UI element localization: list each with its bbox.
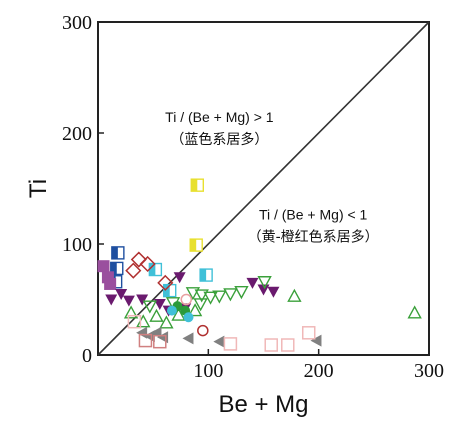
data-point-triangle-down xyxy=(115,288,128,300)
y-tick-label: 200 xyxy=(62,123,92,145)
y-tick-label: 100 xyxy=(62,234,92,256)
data-point-square-half xyxy=(111,246,125,260)
data-point-square-half-fill xyxy=(149,263,156,276)
data-point-triangle-down xyxy=(105,294,118,306)
data-point-square-half xyxy=(190,178,205,192)
data-point-triangle-down xyxy=(267,286,280,298)
annotation-color-note-2: （黄-橙红色系居多） xyxy=(248,229,379,246)
data-point-diamond-open xyxy=(130,251,147,268)
data-point-triangle-left xyxy=(310,334,322,347)
y-tick-label: 0 xyxy=(82,345,92,367)
data-point-diamond-open xyxy=(157,274,174,291)
y-axis-title: Ti xyxy=(25,179,52,198)
x-axis-title: Be + Mg xyxy=(218,391,308,418)
data-point-triangle-down-open xyxy=(203,291,218,305)
x-tick-label: 100 xyxy=(193,360,223,382)
data-point-square-half-fill xyxy=(111,246,118,259)
data-point-triangle-down xyxy=(257,284,270,296)
data-point-triangle-up-open xyxy=(407,305,422,319)
data-point-square-open xyxy=(301,326,316,340)
data-point-square-half-fill xyxy=(110,262,117,275)
data-point-circle xyxy=(166,305,177,316)
data-point-square-open xyxy=(264,338,278,352)
data-point-diamond-open xyxy=(139,255,156,273)
data-point-triangle-down xyxy=(122,295,135,307)
data-point-triangle-up-open xyxy=(136,314,151,328)
data-point-square-half xyxy=(148,262,163,277)
data-point-triangle-up-open xyxy=(159,315,174,329)
data-point-square xyxy=(97,260,110,273)
data-point-square-open xyxy=(153,334,167,349)
plot-border xyxy=(97,21,430,356)
data-point-triangle-down xyxy=(246,277,259,289)
data-point-square-half-fill xyxy=(163,284,170,297)
annotation-ratio-2: Ti / (Be + Mg) < 1 xyxy=(259,207,368,223)
data-point-triangle-up-open xyxy=(123,305,139,319)
data-point-triangle-down-open xyxy=(142,300,158,314)
data-point-square-open xyxy=(223,337,238,351)
data-point-triangle-down-open xyxy=(257,276,272,290)
data-point-square-half xyxy=(199,268,213,282)
data-point-square-half xyxy=(189,238,203,252)
reference-line-y-equals-x xyxy=(97,21,430,356)
plot-frame-layer xyxy=(97,21,430,356)
data-point-triangle-down xyxy=(173,272,186,284)
data-point-triangle-down xyxy=(153,298,166,310)
data-point-square-half-fill xyxy=(200,269,207,282)
data-point-triangle-down-open xyxy=(234,286,249,300)
text-layer: 0 100 200 300 100 200 300 Be + Mg Ti Ti / (Be + M… xyxy=(25,12,444,418)
data-point-triangle-down-open xyxy=(212,290,227,304)
data-point-triangle-up-open xyxy=(187,303,203,317)
data-point-triangle-up-open xyxy=(149,308,164,322)
data-point-diamond-open xyxy=(125,262,142,279)
data-point-triangle-left xyxy=(136,326,148,339)
data-point-square-half-fill xyxy=(190,239,197,252)
annotation-color-note-1: （蓝色系居多） xyxy=(170,131,268,148)
data-point-square-open xyxy=(127,314,142,329)
data-point-triangle-down-open xyxy=(185,287,201,301)
data-point-square-open xyxy=(281,338,295,352)
y-tick-label: 300 xyxy=(62,12,92,34)
data-point-circle-open xyxy=(180,293,193,306)
data-point-circle-open xyxy=(197,324,209,337)
data-point-square-open xyxy=(138,333,153,348)
annotation-ratio-1: Ti / (Be + Mg) > 1 xyxy=(165,109,274,125)
data-point-triangle-down-open xyxy=(193,298,208,312)
data-point-triangle-up-open xyxy=(171,307,186,321)
data-points-layer xyxy=(97,178,422,352)
data-point-square xyxy=(104,277,117,290)
data-point-triangle-down-open xyxy=(223,288,238,302)
data-point-square-half-fill xyxy=(191,179,198,192)
data-point-triangle-left xyxy=(182,332,194,345)
data-point-triangle-left xyxy=(213,335,225,348)
data-point-triangle-up-open xyxy=(287,288,302,302)
data-point-triangle-down-open xyxy=(194,289,209,303)
x-tick-label: 200 xyxy=(304,360,334,382)
data-point-triangle-down xyxy=(136,294,149,306)
x-tick-label: 300 xyxy=(414,360,444,382)
data-point-circle xyxy=(183,312,194,323)
